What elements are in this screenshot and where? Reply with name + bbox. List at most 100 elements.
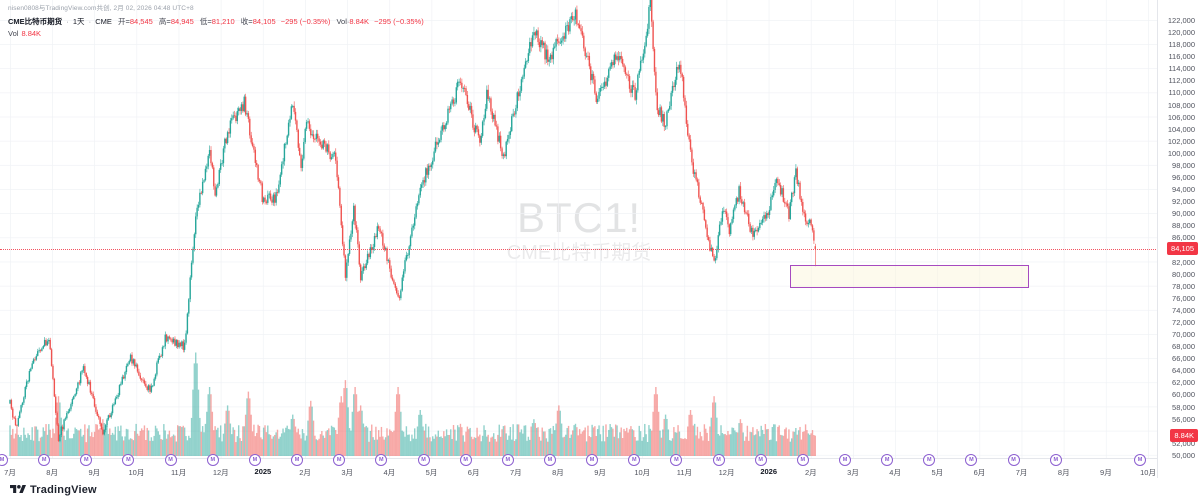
- legend-separator: ·: [66, 17, 69, 26]
- contract-event-icon[interactable]: M: [965, 454, 978, 466]
- change-value-2: −295 (−0.35%): [374, 17, 424, 26]
- rectangle-drawing[interactable]: [790, 264, 1030, 289]
- tradingview-logo[interactable]: TradingView: [10, 483, 97, 496]
- contract-event-icon[interactable]: M: [248, 454, 261, 466]
- change-value: −295 (−0.35%): [280, 17, 331, 26]
- time-tick-label: 6月: [467, 468, 480, 477]
- last-price-badge: 84,105: [1167, 242, 1198, 256]
- tradingview-logo-text: TradingView: [30, 483, 97, 496]
- contract-event-icon[interactable]: M: [333, 454, 346, 466]
- contract-event-icon[interactable]: M: [1007, 454, 1020, 466]
- symbol-title: CME比特币期货: [8, 17, 63, 26]
- volume-legend[interactable]: Vol 8.84K: [8, 29, 424, 38]
- close-label: 收=: [240, 17, 253, 26]
- close-value: 84,105: [252, 17, 276, 26]
- contract-event-icon[interactable]: M: [501, 454, 514, 466]
- volume-legend-value: 8.84K: [21, 29, 42, 38]
- price-tick-label: 94,000: [1172, 185, 1195, 195]
- contract-event-icon[interactable]: M: [586, 454, 599, 466]
- contract-event-icon[interactable]: M: [839, 454, 851, 466]
- time-tick-label: 8月: [1057, 468, 1070, 477]
- attribution-text: nisen0808与TradingView.com共创, 2月 02, 2026…: [8, 5, 194, 12]
- time-tick-label: 9月: [1100, 468, 1112, 477]
- price-tick-label: 66,000: [1172, 354, 1195, 364]
- price-tick-label: 52,000: [1172, 438, 1195, 448]
- contract-event-icon[interactable]: M: [291, 454, 304, 466]
- volume-value: 8.84K: [349, 17, 369, 26]
- contract-event-icon[interactable]: M: [80, 454, 93, 466]
- price-tick-label: 76,000: [1172, 293, 1195, 303]
- open-label: 开=: [117, 17, 130, 26]
- price-tick-label: 90,000: [1172, 209, 1195, 219]
- time-tick-label: 3月: [847, 468, 859, 477]
- time-tick-label: 2月: [805, 468, 817, 477]
- price-tick-label: 86,000: [1172, 233, 1195, 243]
- contract-event-icon[interactable]: M: [375, 454, 388, 466]
- price-tick-label: 64,000: [1172, 366, 1195, 376]
- time-tick-label: 12月: [212, 468, 229, 477]
- price-tick-label: 104,000: [1167, 124, 1195, 134]
- time-tick-label: 7月: [1015, 468, 1028, 477]
- contract-event-icon[interactable]: M: [38, 454, 51, 466]
- symbol-legend[interactable]: CME比特币期货 · 1天 · CME 开=84,545 高=84,945 低=…: [8, 16, 424, 27]
- price-tick-label: 78,000: [1172, 281, 1195, 291]
- high-label: 高=: [158, 17, 171, 26]
- price-tick-label: 88,000: [1172, 221, 1195, 231]
- contract-event-icon[interactable]: M: [1049, 454, 1062, 466]
- price-tick-label: 106,000: [1167, 112, 1195, 122]
- legend-separator: ·: [88, 17, 92, 26]
- price-tick-label: 114,000: [1168, 64, 1195, 74]
- volume-badge: 8.84K: [1170, 429, 1198, 443]
- price-tick-label: 80,000: [1172, 269, 1195, 279]
- price-tick-label: 72,000: [1172, 318, 1195, 327]
- time-tick-label: 11月: [170, 468, 187, 477]
- contract-event-icon[interactable]: M: [923, 454, 936, 466]
- contract-event-icon[interactable]: M: [0, 454, 8, 466]
- contract-event-icon[interactable]: M: [417, 454, 430, 466]
- time-tick-label: 8月: [552, 468, 564, 477]
- contract-event-icon[interactable]: M: [670, 454, 683, 466]
- time-tick-label: 12月: [718, 468, 735, 477]
- price-tick-label: 100,000: [1167, 148, 1195, 158]
- low-value: 81,210: [211, 17, 235, 26]
- time-tick-label: 4月: [889, 468, 901, 477]
- low-label: 低=: [199, 17, 212, 26]
- time-tick-label: 8月: [46, 468, 58, 477]
- price-tick-label: 50,000: [1172, 450, 1195, 460]
- price-tick-label: 112,000: [1168, 76, 1195, 86]
- contract-event-icon[interactable]: M: [543, 454, 556, 466]
- price-tick-label: 120,000: [1167, 28, 1195, 38]
- price-tick-label: 108,000: [1167, 100, 1195, 110]
- price-tick-label: 70,000: [1172, 330, 1195, 340]
- time-tick-label: 10月: [128, 468, 145, 477]
- contract-event-icon[interactable]: M: [628, 454, 641, 466]
- time-axis[interactable]: 7月 8月 9月 10月 11月 12月 2025 2月 3月 4月 5月 6月 7月 8月 9月 10月 11…: [0, 454, 1200, 480]
- time-tick-label: 10月: [1140, 468, 1156, 477]
- time-tick-label: 5月: [425, 468, 438, 477]
- contract-event-icon[interactable]: M: [206, 454, 219, 466]
- contract-event-icon[interactable]: M: [881, 454, 894, 466]
- price-tick-label: 96,000: [1172, 173, 1195, 183]
- price-tick-label: 102,000: [1167, 136, 1195, 146]
- price-tick-label: 68,000: [1172, 342, 1195, 352]
- contract-event-icon[interactable]: M: [164, 454, 177, 466]
- price-axis[interactable]: 84,105 8.84K 50,00052,00054,00056,00058,…: [1157, 0, 1200, 478]
- contract-event-icon[interactable]: M: [754, 454, 767, 466]
- contract-event-icon[interactable]: M: [796, 454, 809, 466]
- time-tick-label: 10月: [634, 468, 651, 477]
- contract-event-icon[interactable]: M: [1134, 454, 1147, 466]
- price-tick-label: 58,000: [1172, 402, 1195, 412]
- price-tick-label: 122,000: [1167, 16, 1195, 25]
- time-tick-label: 4月: [383, 468, 396, 477]
- contract-event-icon[interactable]: M: [712, 454, 725, 466]
- contract-event-icon[interactable]: M: [459, 454, 472, 466]
- price-tick-label: 110,000: [1168, 88, 1195, 98]
- time-tick-label: 2026: [760, 467, 778, 476]
- time-tick-label: 3月: [341, 468, 354, 477]
- time-tick-label: 6月: [973, 468, 986, 477]
- time-tick-label: 7月: [509, 468, 522, 477]
- price-tick-label: 82,000: [1172, 257, 1195, 267]
- contract-event-icon[interactable]: M: [122, 454, 135, 466]
